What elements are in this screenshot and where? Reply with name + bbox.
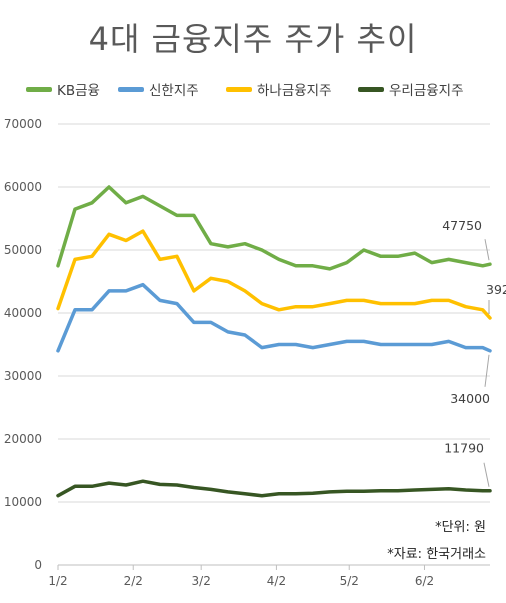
y-tick-label: 60000 [4,180,42,194]
legend-swatch-woori [358,86,384,92]
legend-swatch-kb [26,86,52,92]
legend-item-shinhan: 신한지주 [118,78,199,100]
data-label-leader-kb [484,239,490,261]
legend-swatch-hana [226,86,252,92]
y-tick-label: 20000 [4,432,42,446]
legend-swatch-shinhan [118,86,144,92]
x-tick-label: 2/2 [124,574,143,588]
y-tick-label: 0 [34,558,42,572]
source-note: *자료: 한국거래소 [387,547,486,562]
legend-label-shinhan: 신한지주 [149,83,199,99]
legend-label-hana: 하나금융지주 [257,83,332,99]
data-label-woori: 11790 [444,441,484,456]
series-line-kb [56,185,492,271]
data-label-kb: 47750 [442,218,482,233]
data-label-leader-shinhan [484,354,490,387]
x-tick-label: 1/2 [48,574,67,588]
x-tick-label: 5/2 [340,574,359,588]
y-tick-label: 30000 [4,369,42,383]
data-label-hana: 39200 [486,282,506,297]
legend-item-hana: 하나금융지주 [226,78,332,100]
y-tick-label: 50000 [4,243,42,257]
series-line-woori [56,479,492,498]
y-tick-label: 10000 [4,495,42,509]
chart-title: 4대 금융지주 주가 추이 [88,20,418,58]
unit-note: *단위: 원 [435,520,486,535]
legend: KB금융 신한지주 하나금융지주 우리금융지주 [0,78,506,100]
legend-label-kb: KB금융 [57,83,100,99]
x-tick-label: 3/2 [192,574,211,588]
data-label-leader-woori [483,462,490,487]
legend-item-kb: KB금융 [26,78,100,100]
y-tick-label: 70000 [4,117,42,131]
data-label-shinhan: 34000 [450,391,490,406]
x-tick-label: 6/2 [415,574,434,588]
series-line-shinhan [56,282,492,353]
legend-item-woori: 우리금융지주 [358,78,464,100]
y-tick-label: 40000 [4,306,42,320]
x-tick-label: 4/2 [267,574,286,588]
legend-label-woori: 우리금융지주 [389,83,464,99]
series-line-hana [56,229,492,320]
